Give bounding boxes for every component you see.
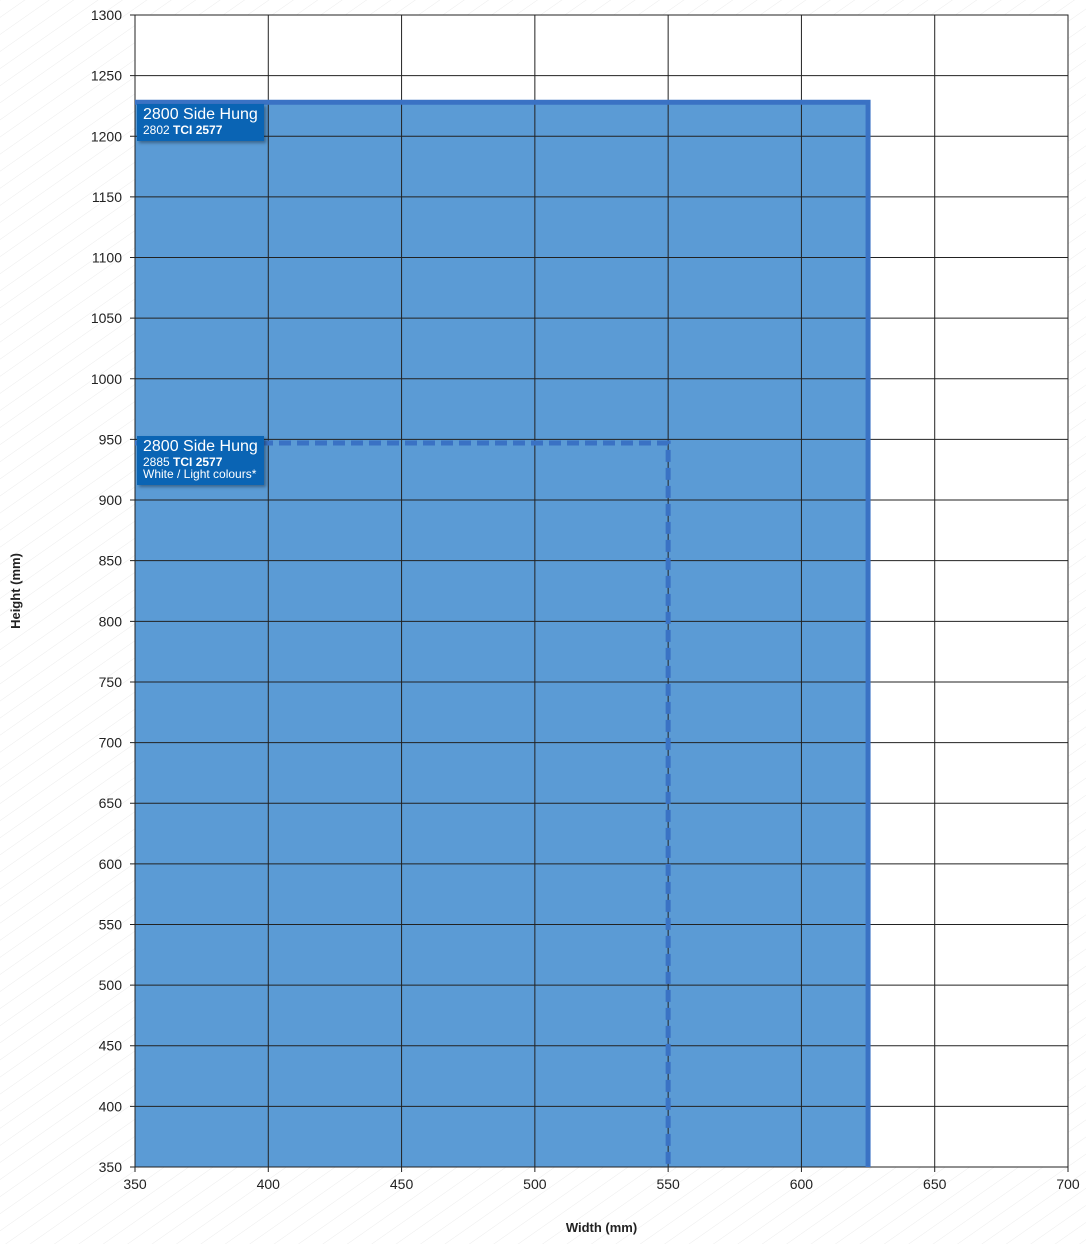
y-tick-label: 1300	[91, 7, 122, 23]
x-tick-label: 350	[123, 1176, 147, 1192]
y-tick-label: 1150	[92, 189, 122, 205]
series-border-1	[135, 440, 671, 1167]
label-model: TCI 2577	[173, 123, 223, 138]
y-tick-label: 1050	[91, 310, 122, 326]
y-tick-label: 900	[99, 492, 123, 508]
label-code: 2802	[143, 123, 170, 138]
y-tick-label: 600	[99, 856, 123, 872]
x-tick-label: 400	[257, 1176, 281, 1192]
y-tick-labels: 350 400 450 500 550 600 650 700 750 800 850 900 950 1…	[91, 7, 122, 1175]
label-title: 2800 Side Hung	[143, 106, 258, 124]
x-tick-label: 600	[790, 1176, 814, 1192]
y-tick-label: 450	[99, 1038, 123, 1054]
label-model: TCI 2577	[173, 454, 223, 469]
series-label-2802: 2800 Side Hung 2802 TCI 2577	[137, 104, 264, 141]
series-label-2885: 2800 Side Hung 2885 TCI 2577 White / Lig…	[137, 436, 264, 486]
y-tick-label: 650	[99, 795, 123, 811]
y-axis-title: Height (mm)	[8, 553, 23, 629]
y-tick-label: 1000	[91, 371, 122, 387]
x-tick-label: 700	[1056, 1176, 1080, 1192]
y-tick-label: 1100	[92, 250, 122, 266]
label-note: White / Light colours*	[143, 467, 257, 482]
x-axis-title: Width (mm)	[566, 1220, 637, 1235]
series-borders	[135, 99, 871, 1167]
y-tick-label: 700	[99, 735, 123, 751]
label-code: 2885	[143, 454, 170, 469]
y-tick-label: 800	[99, 613, 123, 629]
y-tick-label: 400	[99, 1098, 123, 1114]
y-tick-label: 1250	[91, 68, 122, 84]
y-tick-label: 950	[99, 431, 123, 447]
label-code-line: 2802 TCI 2577	[143, 124, 258, 137]
y-tick-label: 550	[99, 916, 123, 932]
x-tick-label: 650	[923, 1176, 947, 1192]
x-tick-label: 500	[523, 1176, 547, 1192]
y-tick-label: 850	[99, 553, 123, 569]
x-tick-labels: 350 400 450 500 550 600 650 700	[123, 1176, 1080, 1192]
label-title: 2800 Side Hung	[143, 438, 258, 456]
y-tick-label: 500	[99, 977, 123, 993]
label-code-line: 2885 TCI 2577	[143, 456, 258, 469]
y-tick-label: 350	[99, 1159, 123, 1175]
grid	[130, 14, 1069, 1172]
y-tick-label: 750	[99, 674, 123, 690]
data-areas	[135, 102, 869, 1168]
series-border-0	[135, 99, 871, 1167]
x-tick-label: 550	[656, 1176, 680, 1192]
plot-border	[134, 14, 1069, 1168]
area-0	[135, 102, 869, 1168]
x-tick-label: 450	[390, 1176, 414, 1192]
y-tick-label: 1200	[91, 128, 122, 144]
